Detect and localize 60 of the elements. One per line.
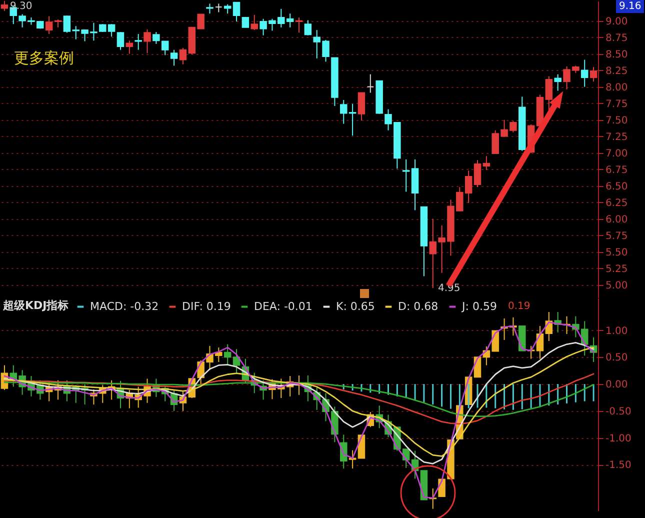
y-tick-label: 5.50 (606, 247, 628, 258)
y-tick-label: 7.50 (606, 115, 628, 126)
candlestick (126, 40, 134, 54)
y-tick-label: 8.25 (606, 66, 628, 77)
candlestick (590, 66, 598, 82)
candlestick (482, 156, 490, 170)
y-tick-label: 1.00 (606, 326, 628, 337)
y-tick-label: 8.75 (606, 32, 628, 44)
legend-label: D: 0.68 (398, 300, 438, 313)
candlestick (134, 34, 142, 50)
y-tick-label: 5.00 (606, 280, 628, 292)
y-tick-label: 8.00 (606, 82, 628, 94)
candlestick (554, 74, 562, 92)
candlestick (45, 16, 53, 34)
candlestick (580, 59, 588, 88)
y-tick-label: 7.75 (606, 98, 628, 110)
candlestick (170, 49, 178, 66)
candlestick (366, 74, 374, 94)
candlestick (179, 47, 187, 65)
text: 9.16 (616, 0, 644, 13)
legend-title: 超级KDJ指标 (2, 299, 69, 312)
annotation: 0.19 (508, 301, 530, 312)
y-tick-label: 5.75 (606, 230, 628, 242)
candlestick (232, 2, 240, 22)
y-tick-label: -1.00 (606, 433, 632, 444)
y-tick-label: 5.25 (606, 264, 628, 275)
candlestick (295, 17, 303, 34)
candlestick (545, 76, 553, 110)
candlestick (224, 4, 232, 14)
candlestick (206, 3, 214, 14)
y-tick-label: 7.25 (606, 132, 628, 143)
candlestick (224, 344, 232, 366)
y-tick-label: 6.50 (606, 181, 628, 192)
candlestick (161, 40, 169, 56)
y-tick-label: 6.25 (606, 198, 628, 209)
y-tick-label: 9.00 (606, 16, 628, 28)
y-tick-label: 6.75 (606, 164, 628, 176)
candlestick (144, 28, 151, 54)
candlestick (474, 160, 482, 188)
candlestick (250, 14, 258, 31)
legend-label: DIF: 0.19 (182, 300, 231, 313)
y-tick-label: 0.00 (606, 380, 628, 391)
annotation: 更多案例 (14, 49, 74, 67)
y-tick-label: 6.00 (606, 214, 628, 226)
y-tick-label: 7.00 (606, 148, 628, 160)
candlestick (304, 20, 312, 36)
candlestick (358, 92, 366, 121)
legend-label: K: 0.65 (336, 300, 375, 313)
candlestick (116, 32, 124, 50)
legend-label: DEA: -0.01 (254, 300, 312, 313)
y-tick-label: 8.50 (606, 49, 628, 60)
annotation: 9.30 (10, 1, 32, 12)
y-tick-label: 0.50 (606, 352, 628, 364)
y-tick-label: -0.50 (606, 406, 632, 418)
candlestick (0, 0, 8, 12)
y-tick-label: -1.50 (606, 460, 632, 472)
legend-label: MACD: -0.32 (90, 300, 159, 313)
candlestick (402, 158, 410, 192)
candlestick (152, 32, 160, 44)
legend-label: J: 0.59 (461, 300, 497, 313)
